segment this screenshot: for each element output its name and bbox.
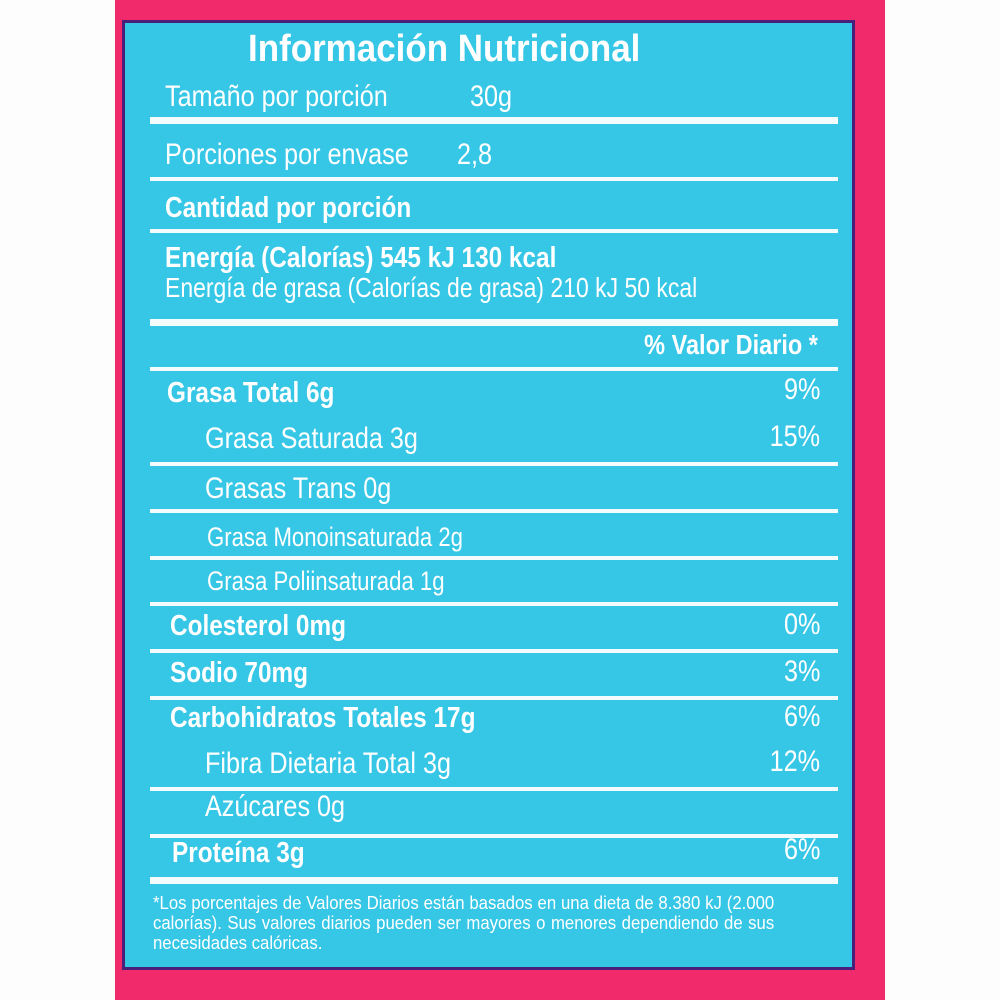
- nutrient-dv: 12%: [769, 745, 820, 778]
- divider: [150, 117, 838, 124]
- nutrient-label: Carbohidratos Totales 17g: [170, 702, 476, 734]
- divider: [150, 649, 838, 653]
- divider: [150, 556, 838, 560]
- nutrient-dv: 15%: [769, 420, 820, 453]
- label-title: Información Nutricional: [248, 28, 641, 70]
- servings-value: 2,8: [457, 138, 493, 171]
- divider: [150, 696, 838, 700]
- servings-label: Porciones por envase: [165, 138, 409, 171]
- nutrient-dv: 3%: [783, 655, 820, 688]
- nutrient-label: Sodio 70mg: [170, 657, 309, 689]
- divider: [150, 319, 838, 326]
- nutrient-label: Grasa Saturada 3g: [205, 422, 418, 455]
- footnote: *Los porcentajes de Valores Diarios está…: [153, 893, 775, 953]
- nutrient-label: Grasa Total 6g: [167, 377, 335, 409]
- nutrient-label: Azúcares 0g: [205, 790, 346, 823]
- serving-size-label: Tamaño por porción: [165, 80, 388, 113]
- nutrient-label: Fibra Dietaria Total 3g: [205, 747, 452, 780]
- divider: [150, 367, 838, 371]
- serving-size-value: 30g: [470, 80, 513, 113]
- divider: [150, 602, 838, 606]
- nutrient-label: Grasas Trans 0g: [205, 472, 392, 505]
- nutrient-label: Proteína 3g: [172, 837, 305, 869]
- amount-header: Cantidad por porción: [165, 192, 412, 224]
- nutrient-label: Grasa Monoinsaturada 2g: [207, 522, 463, 552]
- divider: [150, 177, 838, 181]
- nutrient-dv: 9%: [783, 373, 820, 406]
- dv-header: % Valor Diario *: [644, 329, 818, 360]
- nutrient-dv: 6%: [783, 833, 820, 866]
- divider: [150, 834, 838, 838]
- energy-row: Energía (Calorías) 545 kJ 130 kcal: [165, 242, 557, 274]
- divider: [150, 877, 838, 884]
- energy-fat-row: Energía de grasa (Calorías de grasa) 210…: [165, 272, 698, 303]
- divider: [150, 462, 838, 466]
- divider: [150, 509, 838, 513]
- divider: [150, 787, 838, 791]
- nutrient-dv: 6%: [783, 700, 820, 733]
- divider: [150, 229, 838, 233]
- nutrient-label: Grasa Poliinsaturada 1g: [207, 566, 445, 596]
- nutrient-label: Colesterol 0mg: [170, 610, 346, 642]
- nutrient-dv: 0%: [783, 608, 820, 641]
